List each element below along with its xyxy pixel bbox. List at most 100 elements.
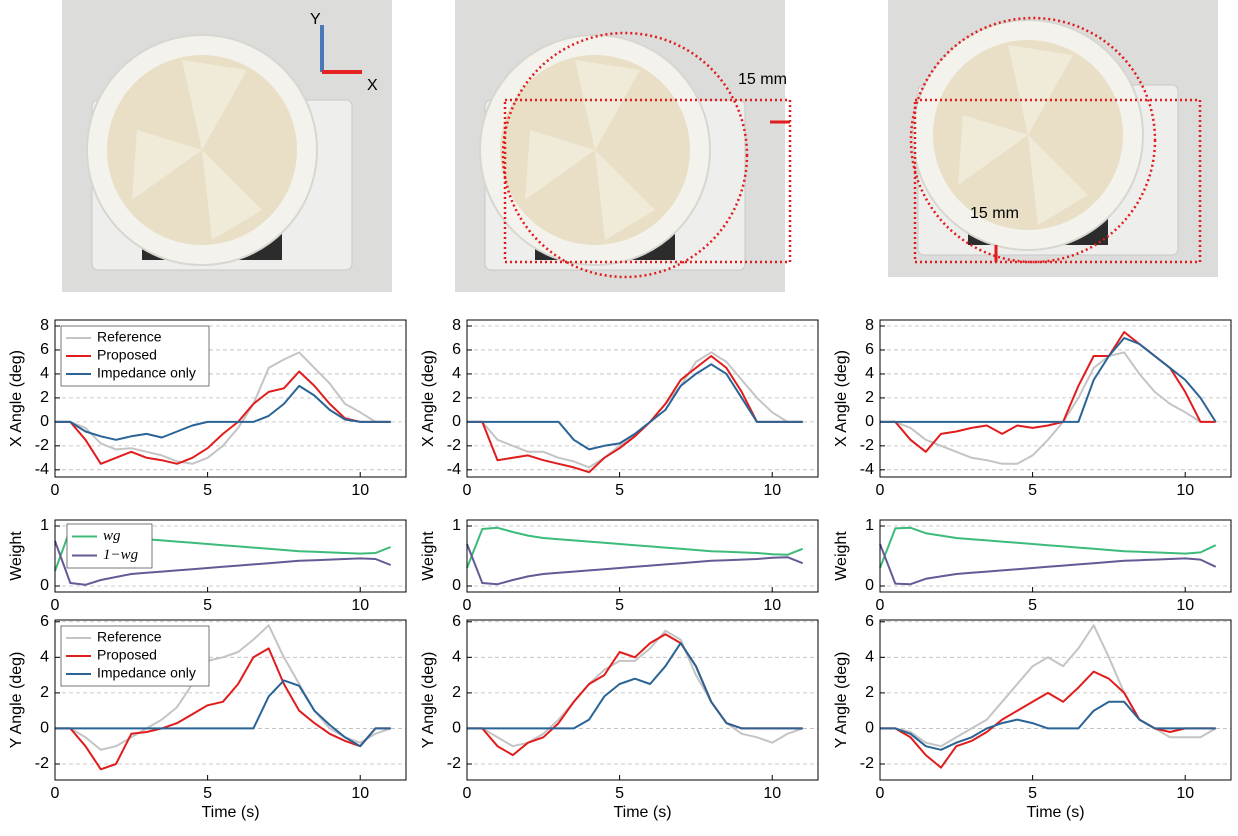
annotation: 15 mm	[970, 205, 1019, 222]
y-tick-label: 1	[452, 517, 461, 534]
data-line	[55, 384, 391, 441]
x-tick-label: 5	[1028, 482, 1037, 499]
plot-frame	[879, 519, 1232, 593]
y-tick-label: 1	[40, 517, 49, 534]
photo: Y X	[61, 0, 393, 293]
y-axis-label: Y Angle (deg)	[833, 652, 850, 749]
plot-frame	[54, 319, 407, 478]
x-tick-label: 0	[876, 785, 885, 802]
legend-label: Reference	[97, 629, 162, 645]
legend-label: Impedance only	[97, 665, 196, 681]
x-tick-label: 0	[51, 597, 60, 614]
x-tick-label: 0	[463, 597, 472, 614]
annotation: 15 mm	[738, 71, 787, 88]
data-line	[880, 700, 1216, 751]
y-tick-label: 8	[865, 317, 874, 334]
legend-label: Proposed	[97, 347, 157, 363]
x-tick-label: 10	[351, 482, 369, 499]
y-tick-label: 6	[452, 613, 461, 630]
plot-frame	[54, 519, 407, 593]
y-tick-label: 4	[865, 649, 874, 666]
plot-frame	[466, 319, 819, 478]
data-line	[55, 351, 391, 465]
data-line	[880, 337, 1217, 423]
y-tick-label: 0	[865, 413, 874, 430]
y-tick-label: 4	[452, 649, 461, 666]
y-axis-label: Weight	[833, 531, 850, 581]
y-axis-label: Y Angle (deg)	[8, 652, 25, 749]
y-tick-label: 0	[865, 577, 874, 594]
y-tick-label: -4	[447, 461, 461, 478]
x-tick-label: 10	[351, 597, 369, 614]
y-axis-label: X Angle (deg)	[8, 350, 25, 447]
x-tick-label: 0	[51, 482, 60, 499]
x-tick-label: 5	[203, 785, 212, 802]
y-tick-label: 0	[40, 720, 49, 737]
y-tick-label: 4	[40, 649, 49, 666]
legend-box	[66, 523, 153, 569]
x-tick-label: 5	[1028, 785, 1037, 802]
x-tick-label: 5	[1028, 597, 1037, 614]
legend-label: Reference	[97, 329, 162, 345]
data-line	[879, 543, 1217, 586]
x-tick-label: 0	[51, 785, 60, 802]
x-axis-label: Time (s)	[613, 804, 671, 821]
data-line	[55, 624, 392, 751]
y-tick-label: 2	[865, 389, 874, 406]
data-line	[880, 624, 1217, 748]
y-tick-label: -4	[35, 461, 49, 478]
plot-frame	[879, 319, 1232, 478]
y-axis-label: Weight	[420, 531, 437, 581]
x-tick-label: 10	[351, 785, 369, 802]
data-line	[55, 370, 391, 465]
y-tick-label: 2	[40, 389, 49, 406]
x-axis-label: Time (s)	[1026, 804, 1084, 821]
y-tick-label: -2	[35, 755, 49, 772]
x-tick-label: 5	[203, 597, 212, 614]
plot-frame	[466, 519, 819, 593]
y-tick-label: 2	[865, 684, 874, 701]
y-tick-label: -4	[860, 461, 874, 478]
data-line	[880, 351, 1216, 465]
y-tick-label: 4	[40, 365, 49, 382]
y-tick-label: 0	[40, 413, 49, 430]
x-tick-label: 10	[1176, 597, 1194, 614]
y-tick-label: 0	[452, 577, 461, 594]
y-tick-label: 2	[40, 684, 49, 701]
data-line	[466, 543, 804, 586]
y-axis-label: Weight	[8, 531, 25, 581]
plot-frame	[466, 619, 819, 781]
plot-frame	[879, 619, 1232, 781]
y-tick-label: 8	[452, 317, 461, 334]
plot-frame	[54, 619, 407, 781]
legend-label: wg	[103, 528, 121, 544]
legend-label: 1−wg	[103, 547, 139, 563]
data-line	[467, 351, 803, 469]
x-tick-label: 5	[615, 597, 624, 614]
y-tick-label: 0	[40, 577, 49, 594]
data-line	[466, 526, 804, 569]
y-tick-label: 0	[452, 413, 461, 430]
y-tick-label: 6	[865, 341, 874, 358]
y-tick-label: -2	[860, 755, 874, 772]
data-line	[55, 679, 391, 748]
axis-label: X	[367, 77, 378, 94]
y-tick-label: 6	[452, 341, 461, 358]
y-tick-label: 1	[865, 517, 874, 534]
data-line	[879, 526, 1217, 569]
y-tick-label: 4	[452, 365, 461, 382]
x-tick-label: 10	[763, 597, 781, 614]
x-tick-label: 10	[763, 482, 781, 499]
axis-label: Y	[310, 11, 321, 28]
photo: 15 mm	[454, 0, 792, 293]
y-tick-label: 4	[865, 365, 874, 382]
x-tick-label: 0	[463, 785, 472, 802]
data-line	[467, 355, 803, 474]
legend-label: Impedance only	[97, 365, 196, 381]
x-tick-label: 5	[615, 482, 624, 499]
y-axis-label: X Angle (deg)	[420, 350, 437, 447]
data-line	[54, 540, 392, 586]
y-tick-label: 6	[40, 341, 49, 358]
photo: 15 mm	[887, 0, 1219, 278]
